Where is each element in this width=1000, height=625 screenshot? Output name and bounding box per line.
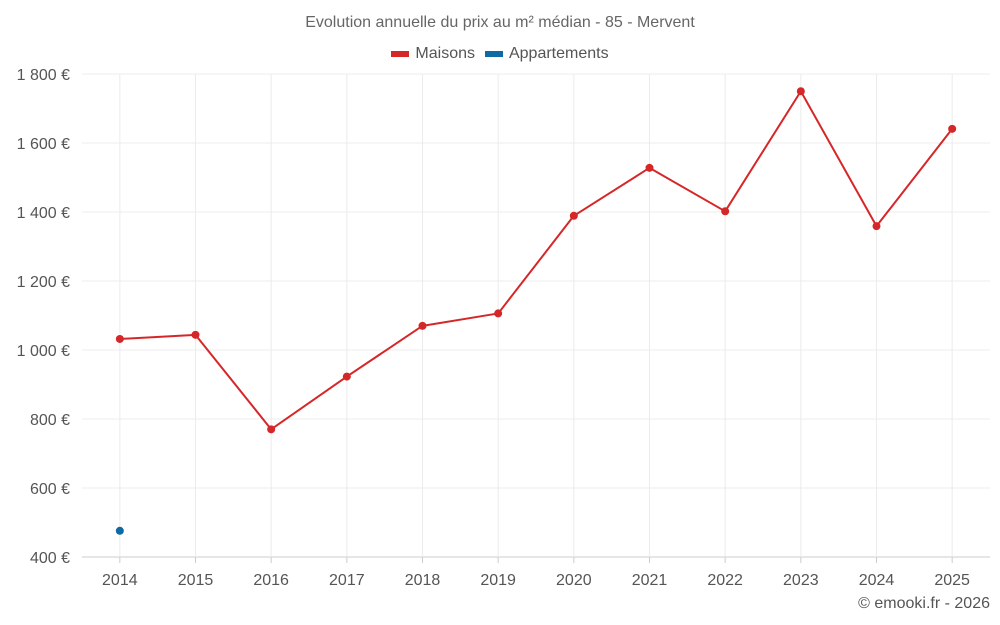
data-point-maisons[interactable]	[796, 87, 805, 96]
data-point-maisons[interactable]	[948, 124, 957, 133]
y-tick-label: 1 400 €	[17, 205, 70, 222]
data-point-maisons[interactable]	[721, 207, 730, 216]
legend-label-maisons: Maisons	[415, 45, 475, 62]
y-tick-label: 600 €	[30, 481, 70, 498]
y-tick-label: 800 €	[30, 412, 70, 429]
x-tick-label: 2019	[480, 572, 516, 589]
y-tick-label: 1 600 €	[17, 136, 70, 153]
y-axis: 400 € 600 € 800 € 1 000 € 1 200 € 1 400 € 1 60…	[17, 67, 70, 567]
x-axis: 2014 2015 2016 2017 2018 2019 2020 2021 2022 2023…	[102, 557, 970, 589]
x-tick-label: 2025	[934, 572, 970, 589]
chart-legend: Maisons Appartements	[0, 45, 1000, 63]
credit-text: © emooki.fr - 2026	[858, 595, 990, 612]
y-tick-label: 400 €	[30, 550, 70, 567]
x-tick-label: 2024	[859, 572, 895, 589]
series-line-maisons	[119, 90, 953, 431]
legend-swatch-appartements	[484, 51, 503, 57]
data-point-maisons[interactable]	[645, 163, 654, 172]
data-point-maisons[interactable]	[569, 211, 578, 220]
data-point-maisons[interactable]	[418, 321, 427, 330]
y-tick-label: 1 800 €	[17, 67, 70, 84]
grid-lines	[82, 73, 990, 558]
data-point-maisons[interactable]	[342, 372, 351, 381]
data-point-maisons[interactable]	[872, 222, 881, 231]
y-tick-label: 1 000 €	[17, 343, 70, 360]
legend-item-appartements[interactable]: Appartements	[484, 45, 609, 63]
legend-item-maisons[interactable]: Maisons	[391, 45, 475, 63]
data-point-maisons[interactable]	[267, 425, 276, 434]
data-point-appartements[interactable]	[115, 526, 124, 535]
data-point-maisons[interactable]	[494, 309, 503, 318]
x-tick-label: 2017	[329, 572, 365, 589]
data-point-maisons[interactable]	[191, 330, 200, 339]
x-tick-label: 2023	[783, 572, 819, 589]
data-point-maisons[interactable]	[115, 334, 124, 343]
x-tick-label: 2016	[253, 572, 289, 589]
legend-label-appartements: Appartements	[508, 45, 609, 62]
x-tick-label: 2022	[707, 572, 743, 589]
x-tick-label: 2018	[405, 572, 441, 589]
x-tick-label: 2021	[632, 572, 668, 589]
x-tick-label: 2014	[102, 572, 138, 589]
chart-title: Evolution annuelle du prix au m² médian …	[305, 14, 695, 31]
x-tick-label: 2015	[178, 572, 214, 589]
legend-swatch-maisons	[391, 51, 410, 57]
y-tick-label: 1 200 €	[17, 274, 70, 291]
x-tick-label: 2020	[556, 572, 592, 589]
series-group	[115, 87, 957, 535]
